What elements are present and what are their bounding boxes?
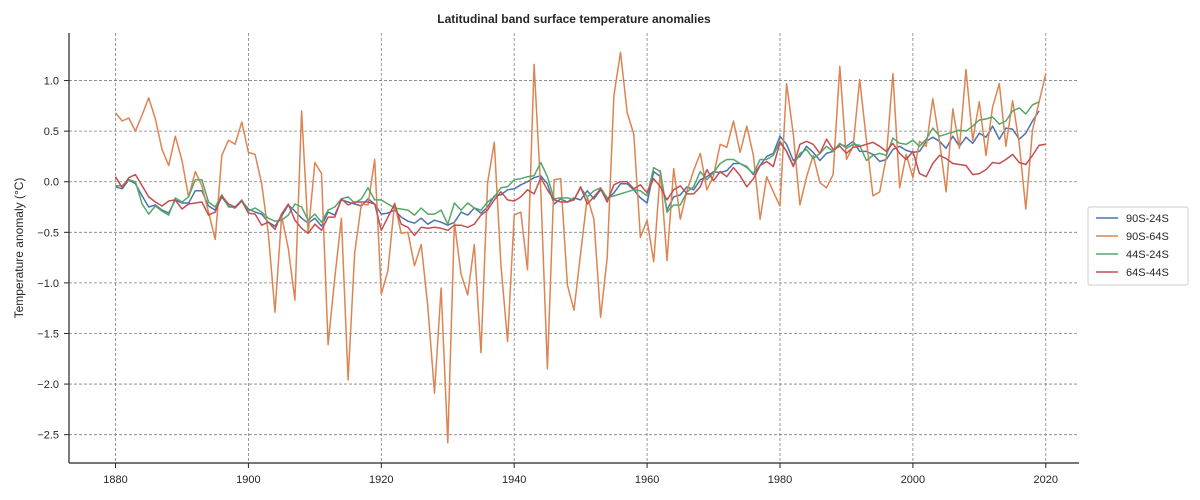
- series-line-64s-44s: [114, 138, 1046, 237]
- legend: 90S-24S 90S-64S 44S-24S 64S-44S: [1087, 206, 1189, 286]
- series-lines: [114, 51, 1047, 444]
- x-tick-label: 1980: [768, 474, 792, 486]
- y-axis-label: Temperature anomaly (°C): [12, 178, 26, 319]
- y-tick-label: −2.5: [37, 430, 59, 442]
- axes: [68, 33, 1079, 464]
- x-tick-label: 1940: [502, 474, 526, 486]
- x-tick-label: 1960: [635, 474, 659, 486]
- legend-label-90s-64s: 90S-64S: [1126, 231, 1169, 243]
- y-tick-label: 0.0: [44, 177, 59, 189]
- x-tick-label: 1880: [103, 474, 127, 486]
- x-axis-ticks: 1880 1900 1920 1940 1960 1980 2000 2020: [103, 463, 1058, 486]
- chart-title: Latitudinal band surface temperature ano…: [437, 12, 711, 26]
- y-tick-label: −1.0: [37, 278, 59, 290]
- x-tick-label: 2020: [1034, 474, 1058, 486]
- legend-label-44s-24s: 44S-24S: [1126, 249, 1169, 261]
- x-tick-label: 2000: [901, 474, 925, 486]
- y-tick-label: 1.0: [44, 76, 59, 88]
- y-tick-label: 0.5: [44, 126, 59, 138]
- legend-label-64s-44s: 64S-44S: [1126, 267, 1169, 279]
- y-tick-label: −0.5: [37, 227, 59, 239]
- legend-label-90s-24s: 90S-24S: [1126, 213, 1169, 225]
- legend-frame: [1087, 206, 1189, 286]
- y-tick-label: −1.5: [37, 328, 59, 340]
- y-tick-label: −2.0: [37, 379, 59, 391]
- x-tick-label: 1900: [236, 474, 260, 486]
- series-line-90s-64s: [114, 51, 1047, 444]
- x-tick-label: 1920: [369, 474, 393, 486]
- y-axis-ticks: 1.0 0.5 0.0 −0.5 −1.0 −1.5 −2.0 −2.5: [37, 76, 69, 442]
- grid: [69, 33, 1079, 463]
